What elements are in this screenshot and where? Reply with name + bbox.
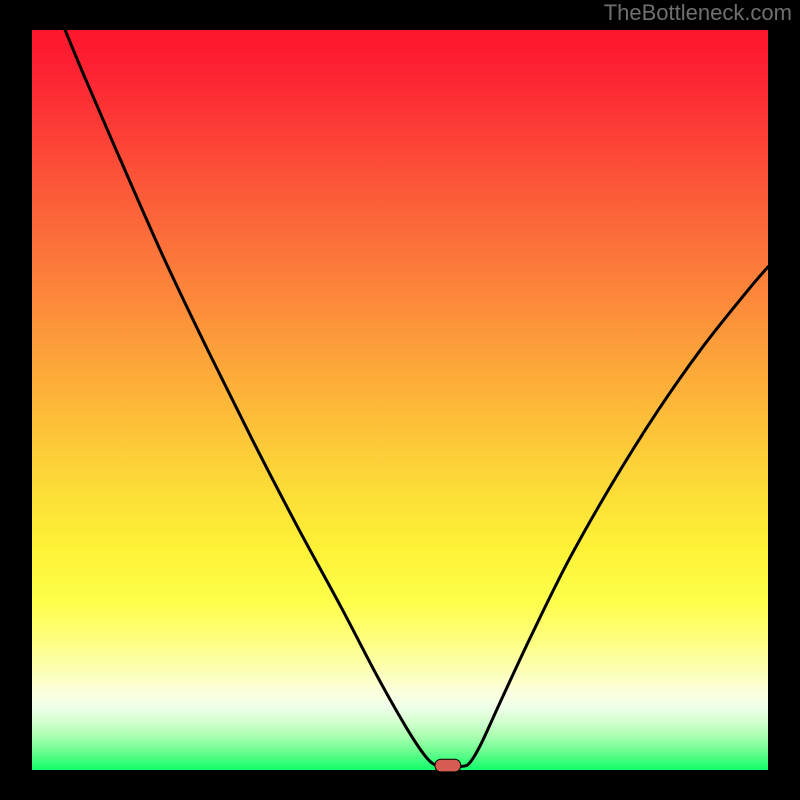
plot-background [32,30,768,770]
chart-container: TheBottleneck.com [0,0,800,800]
bottleneck-chart [0,0,800,800]
watermark-label: TheBottleneck.com [604,0,792,26]
bottleneck-marker [435,759,461,772]
